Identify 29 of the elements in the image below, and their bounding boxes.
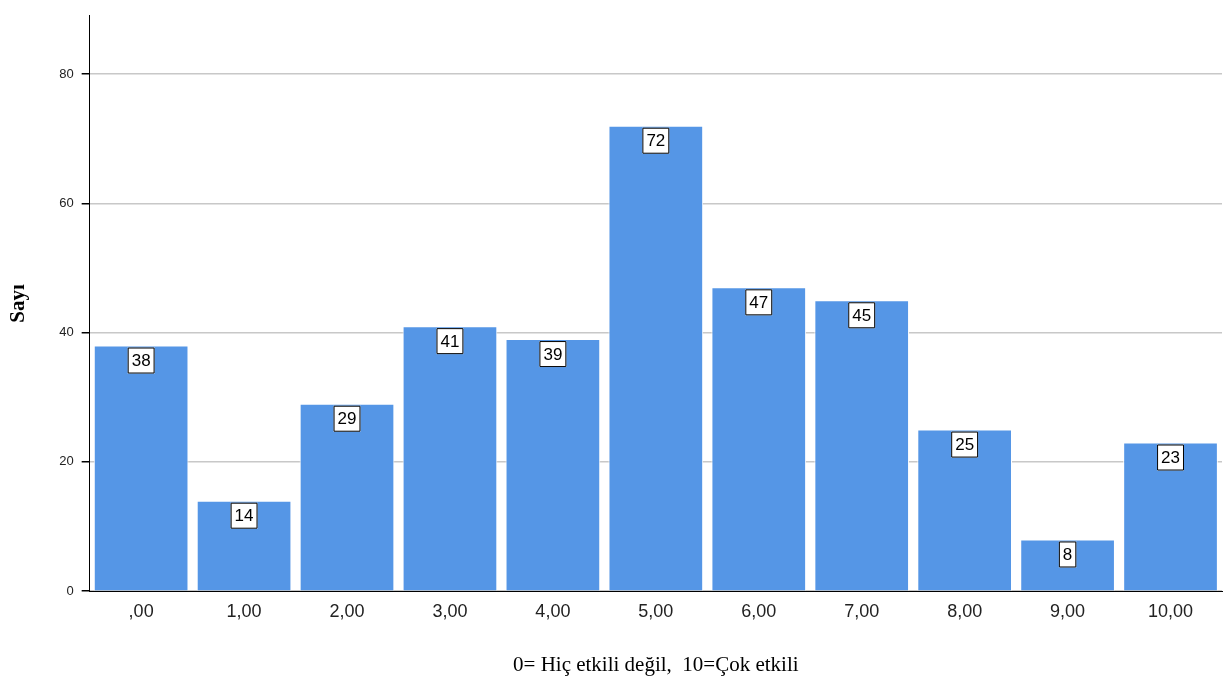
x-tick-label: 6,00 [741,600,777,621]
data-label: 41 [440,331,460,351]
data-label: 14 [234,506,254,526]
x-tick-label: 4,00 [535,600,571,621]
y-tick-label: 20 [59,453,74,469]
data-label: 47 [749,293,769,313]
x-tick-label: 8,00 [947,600,983,621]
data-label: 45 [852,305,872,325]
x-tick-label: 5,00 [638,600,674,621]
data-label: 39 [543,344,563,364]
x-tick-label: 2,00 [329,600,365,621]
data-label: 23 [1161,448,1180,468]
y-tick-label: 0 [66,582,74,598]
x-tick-label: 7,00 [844,600,880,621]
data-label: 29 [337,409,357,429]
y-tick-label: 60 [59,194,74,210]
x-tick-label: 1,00 [226,600,262,621]
data-label: 72 [646,131,666,151]
data-label: 38 [131,351,151,371]
y-tick-label: 40 [59,324,74,340]
x-tick-label: 3,00 [432,600,468,621]
x-tick-label: ,00 [128,600,154,621]
x-tick-label: 10,00 [1148,600,1194,621]
data-label: 25 [955,435,975,455]
y-tick-label: 80 [59,65,74,81]
x-axis-title: 0= Hiç etkili değil, 10=Çok etkili [513,651,799,676]
x-tick-label: 9,00 [1050,600,1086,621]
data-label: 8 [1062,545,1073,565]
y-axis-title: Sayı [5,284,30,323]
